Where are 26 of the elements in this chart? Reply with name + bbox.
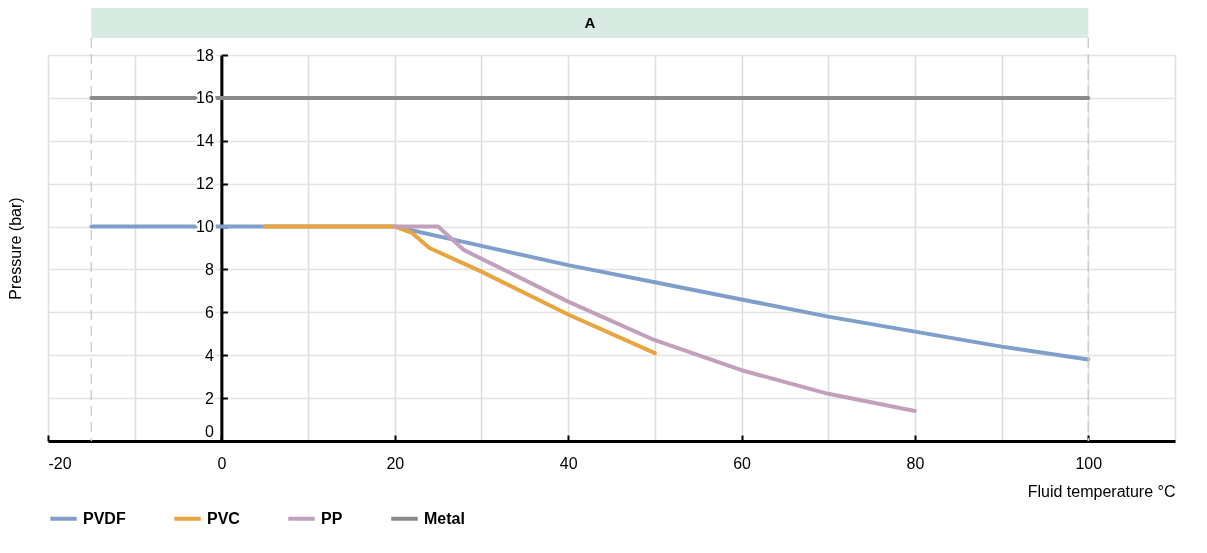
y-axis-title: Pressure (bar) xyxy=(6,197,24,300)
x-tick-label: 0 xyxy=(217,454,227,472)
legend-label: PP xyxy=(321,509,343,527)
x-tick-label: 80 xyxy=(906,454,925,472)
legend-label: PVDF xyxy=(83,509,126,527)
y-tick-label: 8 xyxy=(204,260,214,278)
y-tick-label: 2 xyxy=(204,389,214,407)
x-tick-label: 40 xyxy=(559,454,578,472)
legend-label: Metal xyxy=(424,509,465,527)
y-tick-label: 10 xyxy=(196,218,214,236)
line-series xyxy=(392,224,917,413)
y-tick-label: 4 xyxy=(204,346,214,364)
y-tick-label: 14 xyxy=(196,132,214,150)
text: A xyxy=(584,14,596,31)
line-series xyxy=(262,224,657,356)
legend-label: PVC xyxy=(207,509,241,527)
y-tick-label: 16 xyxy=(196,89,214,107)
x-tick-label: 20 xyxy=(386,454,405,472)
y-tick-label: 0 xyxy=(204,422,214,440)
x-axis-title: Fluid temperature °C xyxy=(1027,482,1176,500)
y-tick-label: 12 xyxy=(196,175,214,193)
x-tick-label: -20 xyxy=(48,454,72,472)
x-tick-label: 60 xyxy=(733,454,752,472)
x-tick-label: 100 xyxy=(1075,454,1103,472)
y-tick-label: 18 xyxy=(196,46,214,64)
y-tick-label: 6 xyxy=(204,303,214,321)
